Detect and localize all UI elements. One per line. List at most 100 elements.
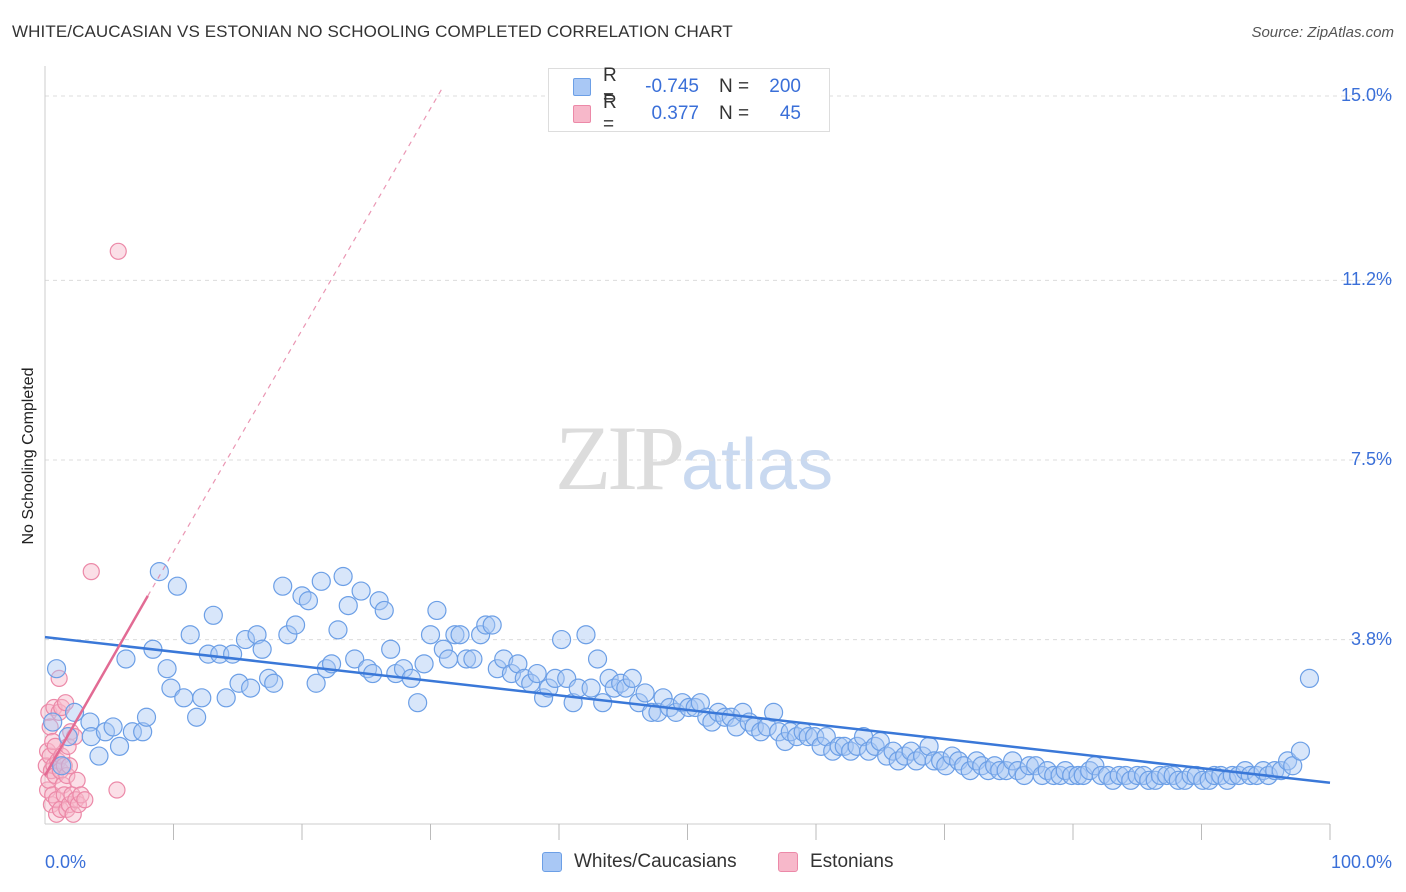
stats-legend: R = -0.745 N = 200 R = 0.377 N = 45 [548, 65, 830, 135]
whites-point [43, 712, 63, 732]
whites-point [527, 663, 547, 684]
y-tick-label: 11.2% [1342, 269, 1392, 290]
whites-point [273, 576, 293, 596]
whites-point [1062, 765, 1082, 786]
r-label: R = [603, 65, 617, 108]
estonians-point [60, 757, 79, 775]
whites-point [136, 707, 157, 727]
whites-point [278, 625, 298, 645]
legend-swatch-whites [542, 852, 562, 872]
whites-point [216, 688, 236, 708]
grid-lines [45, 95, 1392, 641]
whites-point [1026, 756, 1046, 776]
whites-point [805, 727, 825, 747]
whites-point [463, 649, 483, 669]
estonians-point [82, 563, 100, 581]
whites-point [1127, 765, 1147, 786]
whites-point [311, 571, 331, 591]
whites-point [157, 659, 177, 679]
y-tick-label: 7.5% [1350, 449, 1392, 469]
whites-point [438, 649, 459, 669]
whites-point [427, 600, 447, 621]
legend-swatch-estonians [778, 852, 798, 872]
whites-point [241, 678, 261, 698]
estonians-point [58, 766, 76, 785]
whites-point [587, 649, 608, 669]
whites-point [433, 639, 453, 659]
estonians-point [76, 791, 94, 809]
whites-point [52, 756, 72, 776]
legend-item-estonians[interactable]: Estonians [778, 851, 893, 873]
n-value: 200 [769, 76, 801, 97]
n-label: N = [719, 76, 750, 97]
n-value: 45 [779, 103, 801, 124]
whites-point [338, 595, 358, 616]
x-tick-label: 0.0% [45, 852, 87, 872]
whites-point [1157, 765, 1177, 786]
whites-point [351, 581, 371, 601]
whites-point [133, 722, 153, 742]
whites-point [109, 736, 130, 756]
whites-point [913, 746, 933, 766]
x-tick-label: 100.0% [1330, 852, 1392, 872]
whites-point [122, 722, 142, 742]
legend-swatch-whites [573, 78, 591, 96]
whites-point [229, 673, 249, 693]
whites-point [593, 693, 613, 713]
whites-point [456, 649, 477, 669]
whites-point [501, 663, 522, 684]
whites-point [679, 697, 699, 718]
whites-point [1139, 770, 1159, 790]
whites-point [581, 678, 601, 698]
whites-point [298, 591, 319, 611]
whites-point [374, 600, 394, 621]
whites-point [180, 625, 200, 645]
r-value: -0.745 [645, 76, 699, 97]
whites-point [635, 683, 655, 703]
r-label: R = [603, 92, 617, 135]
whites-point [763, 702, 784, 722]
watermark: ZIPatlas [555, 405, 833, 511]
whites-point [328, 620, 348, 640]
whites-point [235, 629, 256, 650]
whites-points [43, 562, 1320, 790]
whites-point [187, 707, 207, 727]
whites-point [333, 566, 353, 587]
whites-point [775, 731, 795, 752]
r-value: 0.377 [651, 103, 699, 124]
whites-point [901, 741, 921, 761]
whites-point [174, 688, 194, 708]
source-credit: Source: ZipAtlas.com [1251, 24, 1394, 41]
whites-point [414, 654, 434, 674]
whites-point [1299, 668, 1320, 689]
trend-lines [43, 85, 1331, 784]
legend-item-whites[interactable]: Whites/Caucasians [542, 851, 737, 873]
whites-point [551, 629, 572, 650]
whites-point [161, 678, 181, 698]
whites-point [285, 615, 306, 635]
whites-point [445, 625, 465, 645]
estonians-point [68, 771, 86, 789]
whites-point [80, 712, 100, 732]
whites-point [769, 722, 789, 742]
whites-point [616, 678, 636, 698]
estonians-trend-extension [147, 85, 444, 597]
whites-point [103, 717, 123, 737]
whites-point [408, 693, 428, 713]
whites-point [89, 746, 109, 766]
whites-point [306, 673, 326, 693]
legend-label-whites: Whites/Caucasians [574, 851, 737, 872]
whites-point [264, 673, 284, 693]
whites-point [487, 659, 507, 679]
whites-point [369, 591, 389, 611]
y-tick-label: 3.8% [1350, 628, 1392, 649]
estonians-points [37, 242, 127, 823]
watermark-atlas: atlas [681, 425, 834, 505]
estonians-point [109, 242, 127, 260]
whites-point [545, 668, 565, 689]
whites-point [345, 649, 365, 669]
whites-point [1271, 761, 1291, 781]
chart-title: WHITE/CAUCASIAN VS ESTONIAN NO SCHOOLING… [12, 22, 733, 41]
whites-point [476, 615, 496, 635]
